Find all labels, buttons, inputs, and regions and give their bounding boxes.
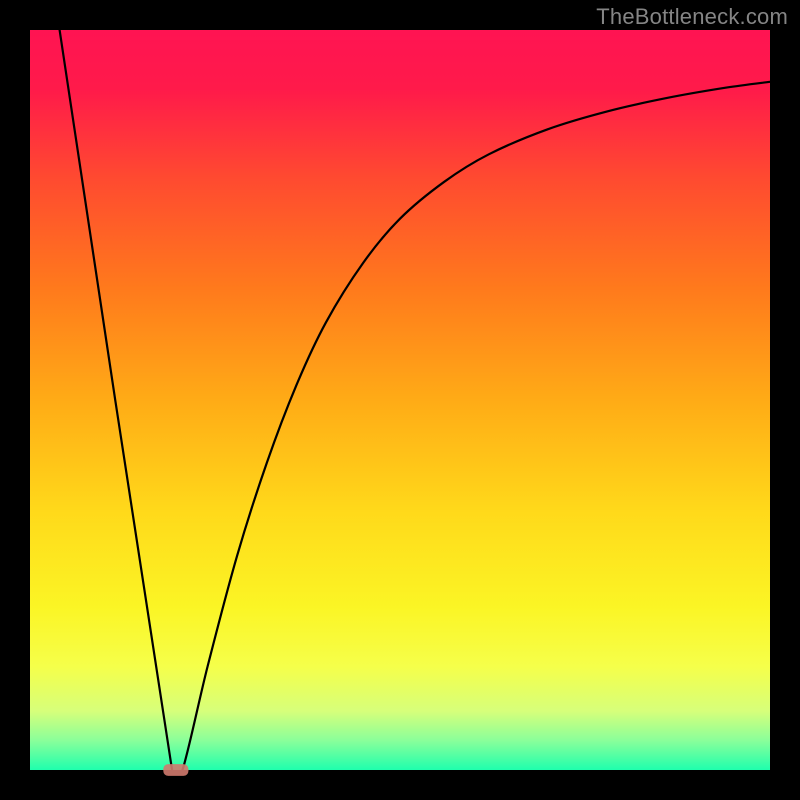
optimal-marker xyxy=(163,764,188,776)
bottleneck-chart xyxy=(0,0,800,800)
chart-container: TheBottleneck.com xyxy=(0,0,800,800)
chart-background xyxy=(30,30,770,770)
watermark-text: TheBottleneck.com xyxy=(596,4,788,30)
